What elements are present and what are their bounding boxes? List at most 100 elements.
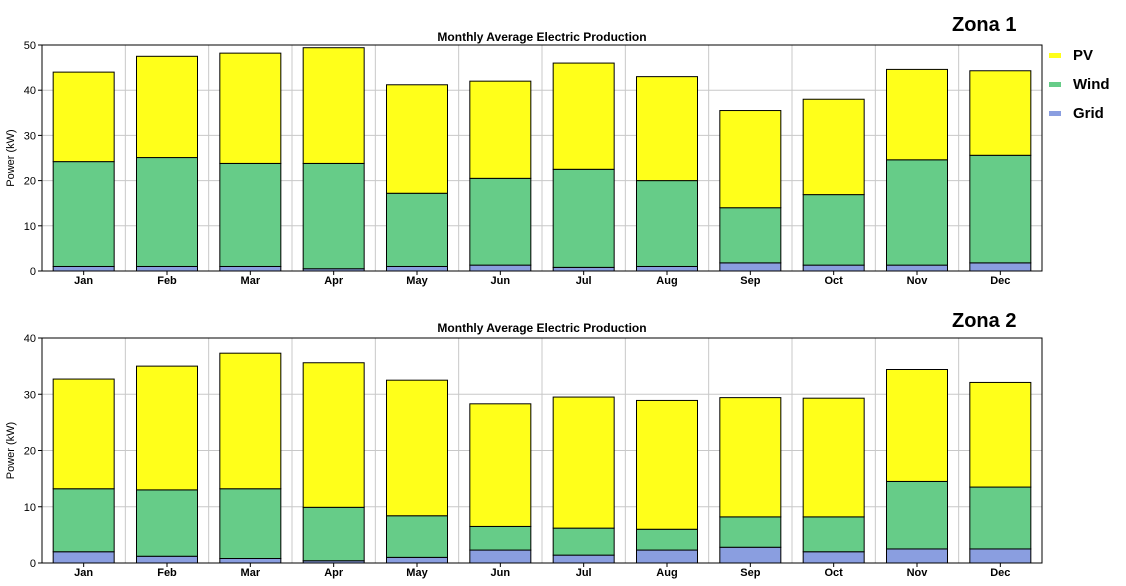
bar-wind-mar — [219, 162, 282, 267]
bar-pv-jan — [52, 71, 115, 163]
bar-pv-jul — [552, 62, 615, 170]
x-tick-label: Sep — [740, 275, 760, 287]
bar-wind-apr — [302, 506, 365, 562]
bar-pv-jan — [52, 378, 115, 490]
x-tick-label: Sep — [740, 567, 760, 579]
bar-wind-sep — [719, 207, 782, 264]
y-tick-label: 20 — [24, 176, 36, 188]
bar-wind-dec — [969, 154, 1032, 264]
bar-wind-may — [386, 192, 448, 267]
bar-pv-sep — [719, 110, 782, 209]
bar-wind-aug — [636, 180, 698, 267]
y-tick-label: 10 — [24, 221, 36, 233]
bar-wind-aug — [636, 528, 698, 551]
y-axis-label: Power (kW) — [5, 129, 17, 186]
plot-frame — [41, 337, 1043, 564]
zone-label: Zona 1 — [952, 14, 1016, 36]
y-tick-label: 50 — [24, 40, 36, 52]
legend-label-pv: PV — [1073, 47, 1093, 64]
bar-pv-sep — [719, 397, 782, 518]
bar-wind-dec — [969, 486, 1032, 550]
x-tick-label: Jul — [576, 567, 592, 579]
bar-pv-jun — [469, 80, 532, 179]
bar-wind-jan — [52, 488, 115, 553]
legend: PV Wind Grid — [1049, 47, 1110, 122]
bar-pv-apr — [302, 47, 365, 164]
bar-wind-jun — [469, 177, 532, 266]
bar-grid-jul — [552, 554, 615, 564]
bar-pv-nov — [886, 369, 948, 482]
y-tick-label: 0 — [30, 558, 36, 570]
chart-title: Monthly Average Electric Production — [437, 30, 646, 44]
x-tick-label: Mar — [241, 275, 261, 287]
chart-title: Monthly Average Electric Production — [437, 321, 646, 335]
bar-grid-may — [386, 265, 448, 272]
x-tick-label: Jan — [74, 567, 93, 579]
x-tick-label: Dec — [990, 567, 1010, 579]
legend-label-wind: Wind — [1073, 76, 1110, 93]
bar-wind-feb — [136, 489, 198, 557]
x-tick-label: Nov — [907, 275, 929, 287]
x-tick-label: Jan — [74, 275, 93, 287]
bar-grid-mar — [219, 558, 282, 564]
bar-pv-dec — [969, 70, 1032, 156]
bar-grid-feb — [136, 555, 198, 564]
bar-grid-feb — [136, 265, 198, 272]
y-tick-label: 0 — [30, 266, 36, 278]
bar-wind-sep — [719, 516, 782, 548]
y-axis-label: Power (kW) — [5, 422, 17, 479]
legend-swatch-grid — [1049, 111, 1061, 116]
x-tick-label: Dec — [990, 275, 1010, 287]
bar-wind-jan — [52, 161, 115, 267]
legend-swatch-pv — [1049, 53, 1061, 58]
y-tick-label: 40 — [24, 85, 36, 97]
bar-grid-jan — [52, 265, 115, 272]
bar-grid-sep — [719, 262, 782, 272]
bar-pv-oct — [802, 397, 865, 518]
x-tick-label: Mar — [241, 567, 261, 579]
bar-grid-jan — [52, 551, 115, 564]
x-tick-label: Oct — [824, 567, 843, 579]
bar-pv-jun — [469, 403, 532, 527]
bar-pv-jul — [552, 396, 615, 529]
bar-grid-mar — [219, 265, 282, 272]
bar-pv-mar — [219, 52, 282, 164]
bar-grid-oct — [802, 264, 865, 272]
bar-grid-nov — [886, 548, 948, 564]
bar-grid-aug — [636, 549, 698, 564]
legend-label-grid: Grid — [1073, 105, 1104, 122]
x-tick-label: Feb — [157, 275, 177, 287]
y-tick-label: 40 — [24, 333, 36, 345]
bar-wind-nov — [886, 159, 948, 266]
bar-grid-dec — [969, 262, 1032, 272]
x-tick-label: Jun — [491, 567, 511, 579]
bar-pv-feb — [136, 365, 198, 491]
bar-pv-mar — [219, 352, 282, 490]
chart-1: 0 10 20 30 40 50 Jan Feb Mar Apr May Jun Jul Aug Sep Oc… — [5, 14, 1043, 287]
bar-wind-jun — [469, 525, 532, 551]
y-tick-label: 30 — [24, 130, 36, 142]
bar-pv-aug — [636, 399, 698, 530]
x-tick-label: May — [406, 275, 428, 287]
x-tick-label: Oct — [824, 275, 843, 287]
bar-pv-may — [386, 379, 448, 517]
legend-swatch-wind — [1049, 82, 1061, 87]
bar-grid-jun — [469, 264, 532, 272]
x-tick-label: Jul — [576, 275, 592, 287]
bar-wind-feb — [136, 157, 198, 267]
chart-2: 0 10 20 30 40 Jan Feb Mar Apr May Jun Jul Aug Sep Oct N… — [5, 310, 1043, 579]
bar-pv-feb — [136, 55, 198, 159]
zone-label: Zona 2 — [952, 310, 1016, 332]
y-tick-label: 30 — [24, 389, 36, 401]
plot-frame — [41, 44, 1043, 272]
bar-grid-dec — [969, 548, 1032, 564]
x-tick-label: Jun — [491, 275, 511, 287]
bar-grid-jun — [469, 549, 532, 564]
bar-grid-may — [386, 556, 448, 564]
y-tick-label: 20 — [24, 446, 36, 458]
bar-pv-apr — [302, 362, 365, 508]
x-tick-label: Nov — [907, 567, 929, 579]
bar-pv-oct — [802, 98, 865, 196]
bar-pv-may — [386, 84, 448, 194]
x-tick-label: Aug — [656, 567, 677, 579]
